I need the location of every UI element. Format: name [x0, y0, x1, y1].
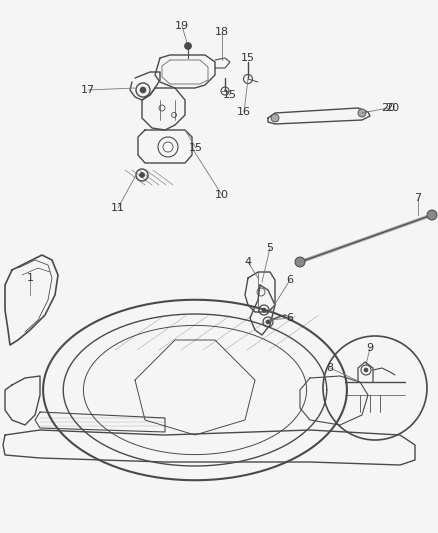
Circle shape: [266, 320, 270, 324]
Text: 6: 6: [286, 313, 293, 323]
Circle shape: [427, 210, 437, 220]
Text: 18: 18: [215, 27, 229, 37]
Text: 17: 17: [81, 85, 95, 95]
Text: 15: 15: [223, 90, 237, 100]
Text: 16: 16: [237, 107, 251, 117]
Text: 4: 4: [244, 257, 251, 267]
Text: 19: 19: [175, 21, 189, 31]
Text: 9: 9: [367, 343, 374, 353]
Text: 10: 10: [215, 190, 229, 200]
Circle shape: [364, 368, 368, 372]
Circle shape: [140, 87, 146, 93]
Text: 8: 8: [326, 363, 334, 373]
Circle shape: [139, 173, 145, 177]
Text: 7: 7: [414, 193, 421, 203]
Circle shape: [271, 114, 279, 122]
Text: 11: 11: [111, 203, 125, 213]
Text: 15: 15: [189, 143, 203, 153]
Text: 6: 6: [286, 275, 293, 285]
Circle shape: [262, 308, 266, 312]
Text: 1: 1: [27, 273, 33, 283]
Circle shape: [295, 257, 305, 267]
Circle shape: [358, 109, 366, 117]
Circle shape: [184, 43, 191, 50]
Text: 15: 15: [241, 53, 255, 63]
Text: 5: 5: [266, 243, 273, 253]
Text: 20: 20: [381, 103, 395, 113]
Text: 20: 20: [385, 103, 399, 113]
